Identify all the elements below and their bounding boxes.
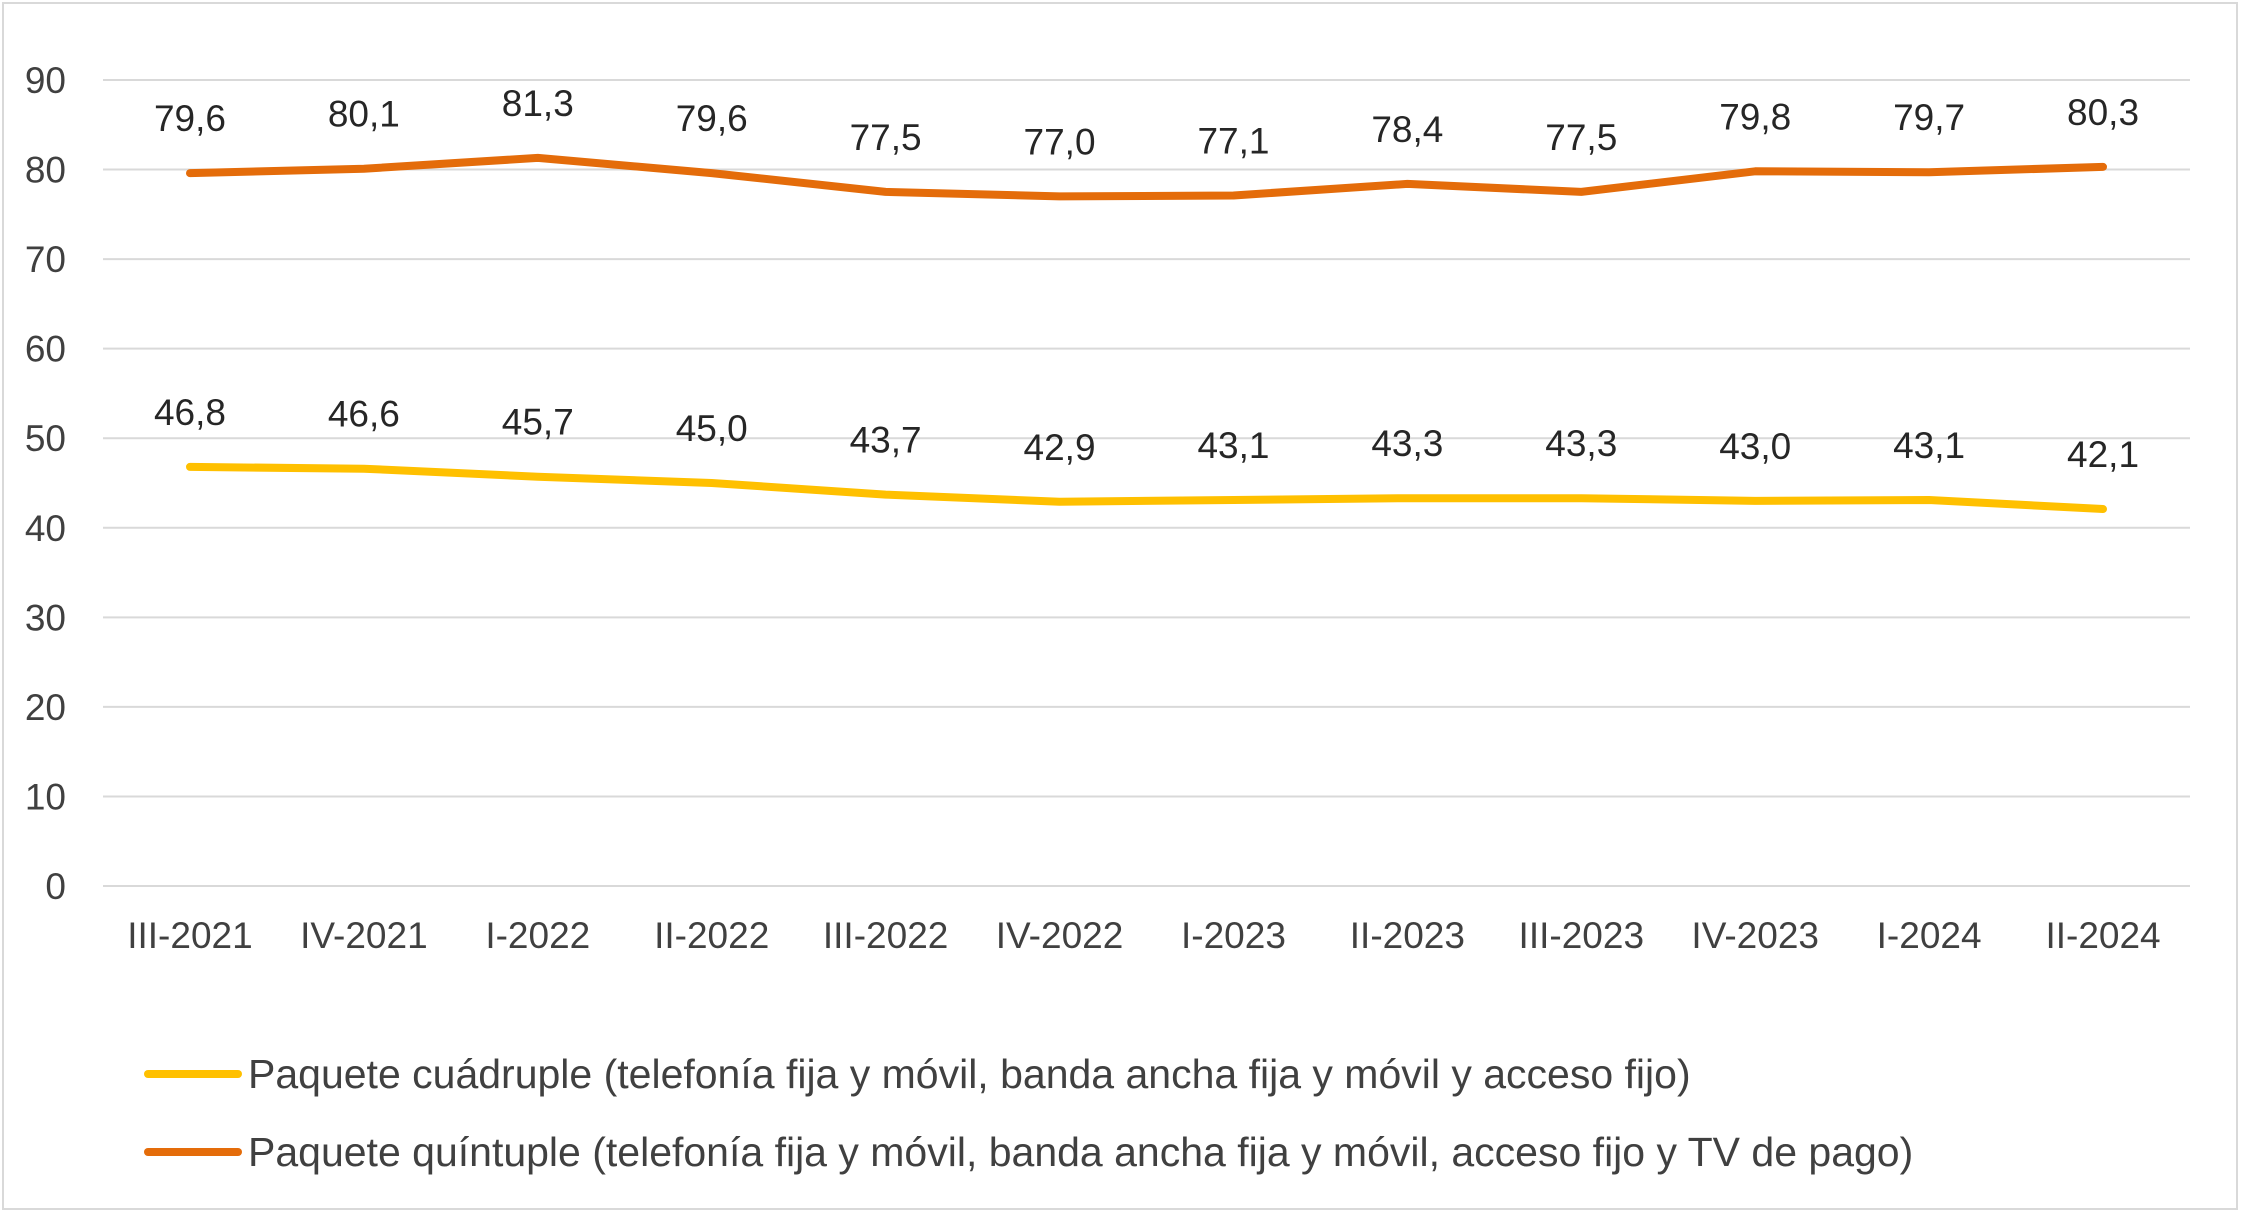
- data-label: 43,1: [1197, 425, 1269, 466]
- data-label: 45,0: [676, 408, 748, 449]
- x-axis-ticks: III-2021 IV-2021 I-2022 II-2022 III-2022 IV-2…: [127, 915, 2160, 956]
- data-label: 43,1: [1893, 425, 1965, 466]
- data-label: 77,1: [1197, 121, 1269, 162]
- data-label: 79,6: [154, 98, 226, 139]
- data-label: 77,5: [850, 117, 922, 158]
- y-tick-label: 30: [25, 597, 66, 638]
- x-tick-label: I-2023: [1181, 915, 1286, 956]
- legend-item-quintuple: Paquete quíntuple (telefonía fija y móvi…: [144, 1129, 1913, 1175]
- data-label: 45,7: [502, 402, 574, 443]
- series-line-0: [186, 462, 2107, 513]
- data-label: 43,3: [1545, 423, 1617, 464]
- y-tick-label: 40: [25, 508, 66, 549]
- x-tick-label: III-2021: [127, 915, 252, 956]
- x-tick-label: IV-2023: [1691, 915, 1819, 956]
- y-tick-label: 60: [25, 329, 66, 370]
- data-label: 80,1: [328, 94, 400, 135]
- legend: Paquete cuádruple (telefonía fija y móvi…: [144, 1051, 1913, 1175]
- y-tick-label: 80: [25, 150, 66, 191]
- x-tick-label: IV-2021: [300, 915, 428, 956]
- gridlines: [103, 79, 2190, 887]
- x-tick-label: I-2024: [1877, 915, 1982, 956]
- data-label: 79,6: [676, 98, 748, 139]
- data-label: 79,8: [1719, 96, 1791, 137]
- series-lines: [186, 153, 2107, 513]
- legend-item-cuadruple: Paquete cuádruple (telefonía fija y móvi…: [144, 1051, 1691, 1097]
- y-axis-ticks: 0 10 20 30 40 50 60 70 80 90: [25, 60, 66, 907]
- data-label: 81,3: [502, 83, 574, 124]
- data-label: 78,4: [1371, 109, 1443, 150]
- y-tick-label: 70: [25, 239, 66, 280]
- x-tick-label: III-2023: [1519, 915, 1644, 956]
- data-label: 79,7: [1893, 97, 1965, 138]
- legend-label-quintuple: Paquete quíntuple (telefonía fija y móvi…: [248, 1129, 1913, 1175]
- x-tick-label: IV-2022: [996, 915, 1124, 956]
- data-label: 43,3: [1371, 423, 1443, 464]
- x-tick-label: II-2022: [654, 915, 769, 956]
- x-tick-label: II-2023: [1350, 915, 1465, 956]
- data-label: 42,1: [2067, 434, 2139, 475]
- y-tick-label: 0: [45, 866, 66, 907]
- x-tick-label: III-2022: [823, 915, 948, 956]
- data-label: 46,8: [154, 392, 226, 433]
- y-tick-label: 50: [25, 418, 66, 459]
- x-tick-label: II-2024: [2045, 915, 2160, 956]
- data-label: 77,0: [1024, 121, 1096, 162]
- data-label: 43,0: [1719, 426, 1791, 467]
- data-labels: 46,8 46,6 45,7 45,0 43,7 42,9 43,1 43,3 43,3 43,0…: [154, 83, 2139, 475]
- data-label: 42,9: [1024, 427, 1096, 468]
- data-label: 46,6: [328, 394, 400, 435]
- legend-label-cuadruple: Paquete cuádruple (telefonía fija y móvi…: [248, 1051, 1691, 1097]
- series-line-1: [186, 153, 2107, 201]
- y-tick-label: 90: [25, 60, 66, 101]
- data-label: 80,3: [2067, 92, 2139, 133]
- x-tick-label: I-2022: [485, 915, 590, 956]
- data-label: 77,5: [1545, 117, 1617, 158]
- data-label: 43,7: [850, 420, 922, 461]
- y-tick-label: 10: [25, 776, 66, 817]
- y-tick-label: 20: [25, 687, 66, 728]
